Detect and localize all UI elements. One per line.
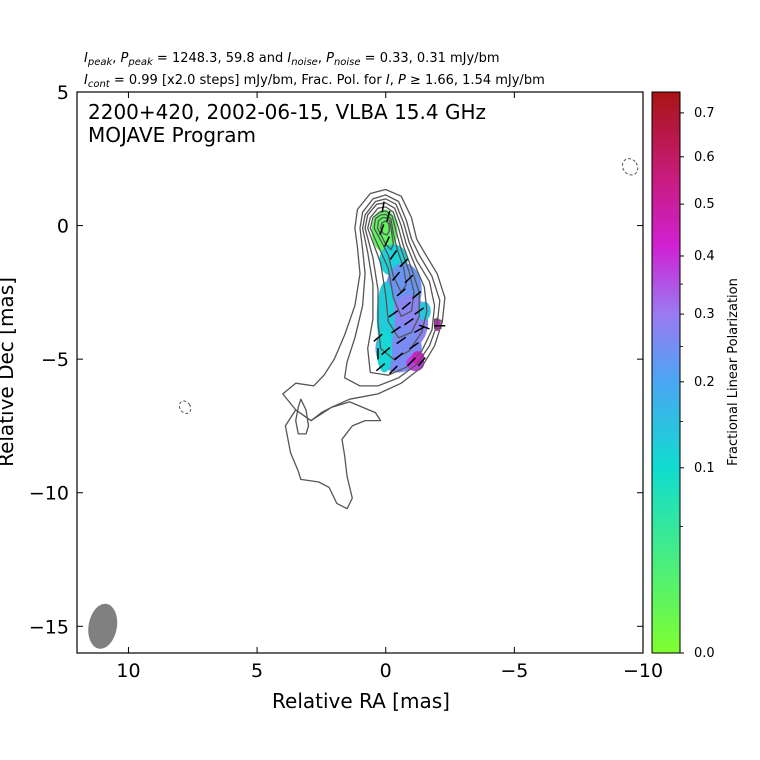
intensity-contour	[367, 206, 420, 339]
chart-title-line2: MOJAVE Program	[88, 123, 256, 147]
colorbar-tick-label: 0.6	[694, 150, 715, 165]
evpa-tick	[391, 325, 401, 334]
intensity-contour	[284, 401, 382, 510]
evpa-tick	[409, 342, 419, 350]
evpa-tick	[389, 250, 398, 260]
evpa-tick	[396, 336, 407, 345]
header-contour-line: Icont = 0.99 [x2.0 steps] mJy/bm, Frac. …	[84, 73, 545, 90]
total-intensity-contours	[282, 188, 446, 510]
x-axis-label: Relative RA [mas]	[272, 689, 450, 713]
y-tick-label: 0	[57, 216, 69, 238]
evpa-tick	[375, 363, 386, 372]
evpa-tick	[414, 307, 425, 315]
evpa-tick	[411, 290, 422, 300]
evpa-tick	[393, 352, 404, 361]
intensity-contour	[343, 194, 441, 387]
colorbar-tick-label: 0.3	[694, 307, 715, 322]
polarization-patch	[417, 301, 431, 321]
colorbar-tick-label: 0.7	[694, 106, 715, 121]
evpa-tick	[404, 274, 414, 284]
beam-ellipse	[88, 603, 118, 649]
axis-ticks: 10 5 0 −5 −10 5 0 −5 −10 −15	[29, 82, 663, 682]
intensity-contour	[282, 188, 446, 422]
evpa-tick	[418, 324, 430, 330]
colorbar-tick-label: 0.4	[694, 249, 715, 264]
evpa-tick	[417, 357, 426, 367]
intensity-contour	[361, 198, 436, 376]
polarization-patch	[411, 351, 425, 365]
evpa-tick	[381, 201, 385, 213]
x-tick-label: −10	[623, 660, 663, 682]
y-axis-label: Relative Dec [mas]	[0, 277, 18, 467]
intensity-contour	[376, 216, 395, 251]
evpa-vectors	[373, 201, 446, 375]
intensity-contour	[373, 213, 407, 294]
evpa-tick	[373, 333, 383, 342]
evpa-tick	[389, 365, 398, 375]
evpa-tick	[396, 288, 406, 297]
x-tick-label: −5	[500, 660, 528, 682]
colorbar-tick-label: 0.2	[694, 375, 715, 390]
evpa-tick	[381, 347, 391, 356]
negative-contour	[621, 158, 639, 176]
evpa-tick	[388, 309, 399, 318]
negative-contour	[178, 400, 192, 414]
evpa-tick	[379, 224, 385, 236]
intensity-contour	[379, 220, 390, 236]
plot-frame	[76, 91, 644, 654]
x-tick-label: 0	[380, 660, 392, 682]
colorbar-tick-label: 0.5	[694, 197, 715, 212]
intensity-contour	[295, 398, 310, 435]
evpa-tick	[384, 236, 391, 247]
colorbar: 0.0 0.1 0.2 0.3 0.4 0.5 0.6 0.7 Fractional Line…	[651, 91, 741, 661]
y-tick-label: −15	[29, 616, 69, 638]
polarization-color-map	[371, 209, 441, 373]
evpa-tick	[391, 271, 401, 282]
chart-title-line1: 2200+420, 2002-06-15, VLBA 15.4 GHz	[88, 100, 486, 124]
plot-header: Ipeak, Ppeak = 1248.3, 59.8 and Inoise, …	[84, 51, 545, 90]
y-tick-label: −5	[41, 349, 69, 371]
x-tick-label: 10	[116, 660, 140, 682]
colorbar-tick-label: 0.0	[694, 646, 715, 661]
restoring-beam	[88, 603, 118, 649]
evpa-tick	[403, 317, 414, 326]
colorbar-gradient	[651, 91, 681, 654]
evpa-tick	[399, 258, 409, 268]
evpa-tick	[414, 326, 425, 334]
x-tick-label: 5	[251, 660, 263, 682]
intensity-contour	[369, 210, 415, 318]
colorbar-tick-label: 0.1	[694, 461, 715, 476]
colorbar-ticks: 0.0 0.1 0.2 0.3 0.4 0.5 0.6 0.7	[680, 106, 715, 661]
y-tick-label: −10	[29, 483, 69, 505]
header-peak-noise-line: Ipeak, Ppeak = 1248.3, 59.8 and Inoise, …	[84, 51, 499, 68]
evpa-tick	[407, 357, 416, 367]
evpa-tick	[386, 210, 391, 222]
colorbar-label: Fractional Linear Polarization	[726, 278, 741, 466]
y-tick-label: 5	[57, 82, 69, 104]
evpa-tick	[401, 301, 412, 310]
